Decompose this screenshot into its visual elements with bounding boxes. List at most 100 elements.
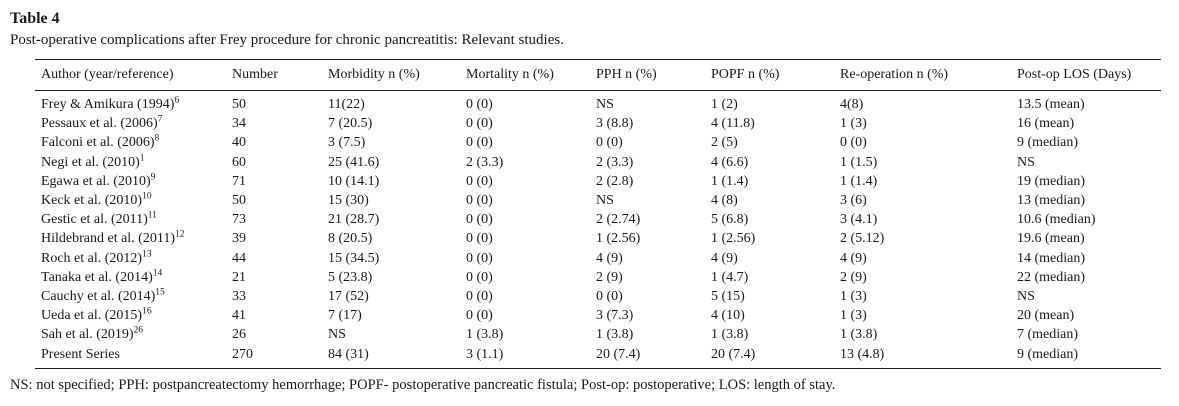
popf-cell: 2 (5) [711, 135, 738, 151]
reference-superscript: 7 [157, 114, 163, 125]
table-row: Keck et al. (2010)10 50 15 (30) 0 (0) NS 4 (8… [35, 191, 1161, 210]
number-cell: 40 [232, 135, 246, 151]
author-cell: Falconi et al. (2006)8 [41, 133, 160, 151]
mortality-cell: 3 (1.1) [466, 346, 504, 362]
author-cell: Present Series [41, 346, 120, 362]
column-header-reoperation: Re-operation n (%) [840, 59, 1017, 91]
mortality-cell: 0 (0) [466, 173, 493, 189]
author-cell: Keck et al. (2010)10 [41, 191, 152, 209]
number-cell: 270 [232, 346, 253, 362]
mortality-cell: 2 (3.3) [466, 154, 504, 170]
morbidity-cell: 11(22) [328, 97, 365, 112]
popf-cell: 4 (11.8) [711, 116, 755, 132]
mortality-cell: 1 (3.8) [466, 327, 504, 343]
number-cell: 21 [232, 269, 246, 285]
number-cell: 26 [232, 327, 246, 343]
table-row: Roch et al. (2012)13 44 15 (34.5) 0 (0) 4 (9… [35, 249, 1161, 268]
morbidity-cell: 21 (28.7) [328, 212, 380, 228]
los-cell: NS [1017, 289, 1035, 305]
mortality-cell: 0 (0) [466, 289, 493, 305]
mortality-cell: 0 (0) [466, 116, 493, 132]
number-cell: 50 [232, 193, 246, 209]
popf-cell: 4 (6.6) [711, 154, 749, 170]
reoperation-cell: 1 (3) [840, 116, 867, 132]
los-cell: 20 (mean) [1017, 308, 1075, 324]
column-header-morbidity: Morbidity n (%) [328, 59, 466, 91]
morbidity-cell: 25 (41.6) [328, 154, 380, 170]
mortality-cell: 0 (0) [466, 231, 493, 247]
morbidity-cell: 17 (52) [328, 289, 369, 305]
morbidity-cell: 8 (20.5) [328, 231, 373, 247]
los-cell: 7 (median) [1017, 327, 1079, 343]
reference-superscript: 8 [154, 133, 160, 144]
column-header-number: Number [232, 59, 328, 91]
number-cell: 39 [232, 231, 246, 247]
table-row: Hildebrand et al. (2011)12 39 8 (20.5) 0 (0… [35, 229, 1161, 248]
reference-superscript: 14 [152, 268, 163, 279]
pph-cell: NS [596, 97, 614, 112]
reference-superscript: 11 [147, 210, 157, 221]
table-header-row: Author (year/reference) Number Morbidity… [35, 59, 1161, 91]
reference-superscript: 12 [175, 229, 185, 240]
table-row: Negi et al. (2010)1 60 25 (41.6) 2 (3.3) 2 (… [35, 153, 1161, 172]
pph-cell: 0 (0) [596, 135, 623, 151]
popf-cell: 1 (2.56) [711, 231, 756, 247]
reoperation-cell: 13 (4.8) [840, 346, 885, 362]
reoperation-cell: 4(8) [840, 97, 864, 112]
los-cell: 14 (median) [1017, 250, 1086, 266]
column-header-mortality: Mortality n (%) [466, 59, 596, 91]
morbidity-cell: 5 (23.8) [328, 269, 373, 285]
morbidity-cell: 7 (17) [328, 308, 362, 324]
pph-cell: 4 (9) [596, 250, 623, 266]
mortality-cell: 0 (0) [466, 269, 493, 285]
popf-cell: 1 (1.4) [711, 173, 749, 189]
reoperation-cell: 2 (9) [840, 269, 867, 285]
pph-cell: 2 (2.8) [596, 173, 634, 189]
reoperation-cell: 1 (1.5) [840, 154, 878, 170]
reference-superscript: 1 [139, 152, 145, 163]
los-cell: 16 (mean) [1017, 116, 1075, 132]
reoperation-cell: 1 (3) [840, 308, 867, 324]
pph-cell: NS [596, 193, 614, 209]
author-cell: Roch et al. (2012)13 [41, 248, 152, 266]
pph-cell: 2 (2.74) [596, 212, 641, 228]
pph-cell: 2 (3.3) [596, 154, 634, 170]
table-row: Pessaux et al. (2006)7 34 7 (20.5) 0 (0) 3 (… [35, 114, 1161, 133]
morbidity-cell: 15 (34.5) [328, 250, 380, 266]
table-row: Frey & Amikura (1994)6 50 11(22) 0 (0) NS 1 (… [35, 91, 1161, 115]
number-cell: 60 [232, 154, 246, 170]
reoperation-cell: 0 (0) [840, 135, 867, 151]
column-header-postop-los: Post-op LOS (Days) [1017, 59, 1161, 91]
reference-superscript: 16 [142, 306, 152, 317]
number-cell: 41 [232, 308, 246, 324]
table-row: Tanaka et al. (2014)14 21 5 (23.8) 0 (0) 2 (… [35, 268, 1161, 287]
number-cell: 33 [232, 289, 246, 305]
complications-table: Author (year/reference) Number Morbidity… [35, 59, 1161, 369]
reoperation-cell: 3 (6) [840, 193, 867, 209]
number-cell: 34 [232, 116, 246, 132]
los-cell: 19 (median) [1017, 173, 1086, 189]
column-header-author: Author (year/reference) [35, 59, 232, 91]
author-cell: Gestic et al. (2011)11 [41, 210, 157, 228]
author-cell: Cauchy et al. (2014)15 [41, 287, 165, 305]
los-cell: NS [1017, 154, 1035, 170]
popf-cell: 20 (7.4) [711, 346, 756, 362]
los-cell: 9 (median) [1017, 135, 1079, 151]
los-cell: 10.6 (median) [1017, 212, 1096, 228]
table-title: Table 4 [10, 10, 60, 27]
reference-superscript: 15 [155, 287, 165, 298]
author-cell: Pessaux et al. (2006)7 [41, 114, 163, 132]
mortality-cell: 0 (0) [466, 308, 493, 324]
mortality-cell: 0 (0) [466, 250, 493, 266]
author-cell: Hildebrand et al. (2011)12 [41, 229, 185, 247]
popf-cell: 5 (15) [711, 289, 745, 305]
los-cell: 19.6 (mean) [1017, 231, 1085, 247]
morbidity-cell: 3 (7.5) [328, 135, 366, 151]
popf-cell: 1 (3.8) [711, 327, 749, 343]
author-cell: Ueda et al. (2015)16 [41, 306, 152, 324]
author-cell: Negi et al. (2010)1 [41, 152, 145, 170]
los-cell: 22 (median) [1017, 269, 1086, 285]
los-cell: 13.5 (mean) [1017, 97, 1085, 112]
mortality-cell: 0 (0) [466, 212, 493, 228]
morbidity-cell: 10 (14.1) [328, 173, 380, 189]
